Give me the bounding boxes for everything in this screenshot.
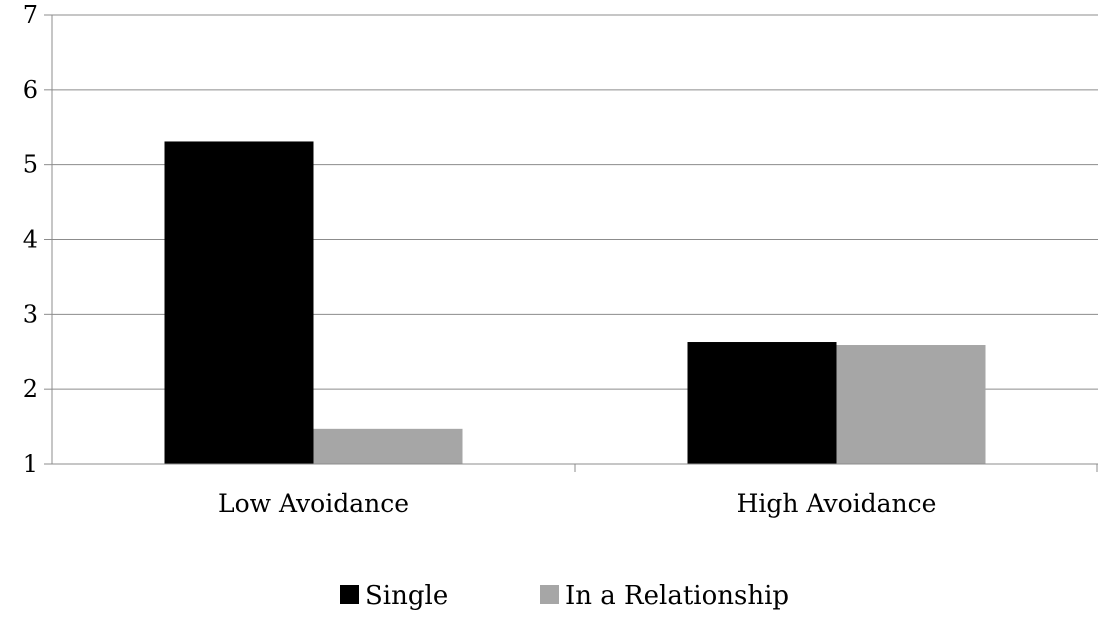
y-tick-label: 7 xyxy=(23,1,38,29)
legend-label: In a Relationship xyxy=(565,581,789,611)
x-category-label: High Avoidance xyxy=(737,489,937,518)
y-tick-label: 6 xyxy=(23,76,38,104)
bar-in-a-relationship-high-avoidance xyxy=(836,345,986,464)
bars xyxy=(164,141,986,465)
axes: 1 2 3 4 5 6 7 Low Avoidance High Avoidance xyxy=(23,1,1098,518)
x-category-label: Low Avoidance xyxy=(218,489,409,518)
legend-swatch-in-a-relationship xyxy=(540,585,559,604)
legend-swatch-single xyxy=(340,585,359,604)
bar-single-low-avoidance xyxy=(164,141,314,465)
bar-in-a-relationship-low-avoidance xyxy=(313,428,463,464)
y-tick-label: 2 xyxy=(23,375,38,403)
y-tick-label: 1 xyxy=(23,450,38,478)
legend: Single In a Relationship xyxy=(340,581,789,611)
bar-single-high-avoidance xyxy=(687,342,837,464)
y-tick-label: 4 xyxy=(23,226,38,254)
y-tick-label: 5 xyxy=(23,151,38,179)
y-tick-label: 3 xyxy=(23,300,38,328)
legend-label: Single xyxy=(365,581,448,611)
